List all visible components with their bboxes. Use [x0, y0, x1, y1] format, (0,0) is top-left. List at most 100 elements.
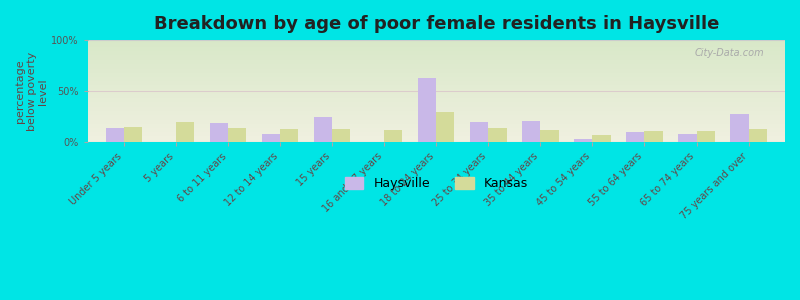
Bar	[87, 68, 785, 69]
Bar	[87, 115, 785, 116]
Bar	[87, 79, 785, 80]
Bar	[87, 69, 785, 70]
Bar	[87, 46, 785, 47]
Bar	[87, 95, 785, 96]
Bar	[749, 129, 766, 142]
Bar	[87, 73, 785, 74]
Bar	[280, 129, 298, 142]
Bar	[87, 49, 785, 50]
Bar	[87, 64, 785, 66]
Bar	[87, 53, 785, 54]
Bar	[87, 127, 785, 128]
Bar	[87, 130, 785, 131]
Bar	[436, 112, 454, 142]
Bar	[87, 88, 785, 89]
Bar	[87, 78, 785, 79]
Bar	[87, 43, 785, 44]
Bar	[87, 70, 785, 71]
Bar	[470, 122, 488, 142]
Bar	[87, 97, 785, 98]
Bar	[87, 140, 785, 141]
Legend: Haysville, Kansas: Haysville, Kansas	[339, 172, 533, 195]
Bar	[87, 89, 785, 90]
Bar	[87, 59, 785, 61]
Bar	[87, 119, 785, 120]
Bar	[87, 51, 785, 52]
Bar	[87, 77, 785, 78]
Bar	[87, 93, 785, 94]
Bar	[87, 117, 785, 118]
Bar	[314, 117, 332, 142]
Bar	[87, 128, 785, 129]
Bar	[87, 76, 785, 77]
Bar	[228, 128, 246, 142]
Bar	[593, 135, 610, 142]
Bar	[87, 72, 785, 73]
Bar	[87, 98, 785, 99]
Bar	[87, 85, 785, 86]
Bar	[87, 87, 785, 88]
Bar	[87, 114, 785, 115]
Bar	[87, 131, 785, 132]
Bar	[87, 103, 785, 104]
Bar	[87, 125, 785, 126]
Bar	[87, 61, 785, 63]
Bar	[87, 120, 785, 121]
Bar	[87, 132, 785, 133]
Bar	[87, 52, 785, 53]
Bar	[87, 101, 785, 102]
Bar	[124, 127, 142, 142]
Bar	[262, 134, 280, 142]
Bar	[87, 82, 785, 83]
Bar	[87, 111, 785, 112]
Bar	[87, 50, 785, 51]
Bar	[87, 100, 785, 101]
Bar	[87, 41, 785, 42]
Bar	[87, 86, 785, 87]
Bar	[87, 45, 785, 46]
Bar	[697, 131, 714, 142]
Bar	[87, 110, 785, 111]
Bar	[540, 130, 558, 142]
Bar	[87, 122, 785, 123]
Bar	[87, 129, 785, 130]
Bar	[678, 134, 697, 142]
Bar	[87, 66, 785, 67]
Bar	[87, 104, 785, 106]
Bar	[87, 135, 785, 136]
Bar	[87, 121, 785, 122]
Bar	[87, 44, 785, 45]
Bar	[87, 80, 785, 81]
Bar	[87, 90, 785, 91]
Bar	[87, 47, 785, 48]
Bar	[210, 123, 228, 142]
Bar	[87, 96, 785, 97]
Bar	[87, 48, 785, 49]
Y-axis label: percentage
below poverty
level: percentage below poverty level	[15, 52, 48, 131]
Bar	[87, 136, 785, 137]
Bar	[87, 56, 785, 58]
Bar	[87, 116, 785, 117]
Title: Breakdown by age of poor female residents in Haysville: Breakdown by age of poor female resident…	[154, 15, 719, 33]
Bar	[87, 102, 785, 104]
Bar	[87, 91, 785, 92]
Bar	[87, 92, 785, 93]
Bar	[87, 81, 785, 82]
Bar	[87, 58, 785, 59]
Bar	[176, 122, 194, 142]
Bar	[87, 138, 785, 139]
Bar	[87, 124, 785, 125]
Bar	[87, 107, 785, 109]
Bar	[87, 139, 785, 140]
Bar	[87, 134, 785, 135]
Bar	[574, 139, 593, 142]
Bar	[418, 78, 436, 142]
Bar	[87, 109, 785, 110]
Bar	[332, 129, 350, 142]
Bar	[87, 118, 785, 119]
Bar	[522, 121, 540, 142]
Bar	[87, 67, 785, 68]
Bar	[87, 106, 785, 107]
Bar	[730, 114, 749, 142]
Bar	[106, 128, 124, 142]
